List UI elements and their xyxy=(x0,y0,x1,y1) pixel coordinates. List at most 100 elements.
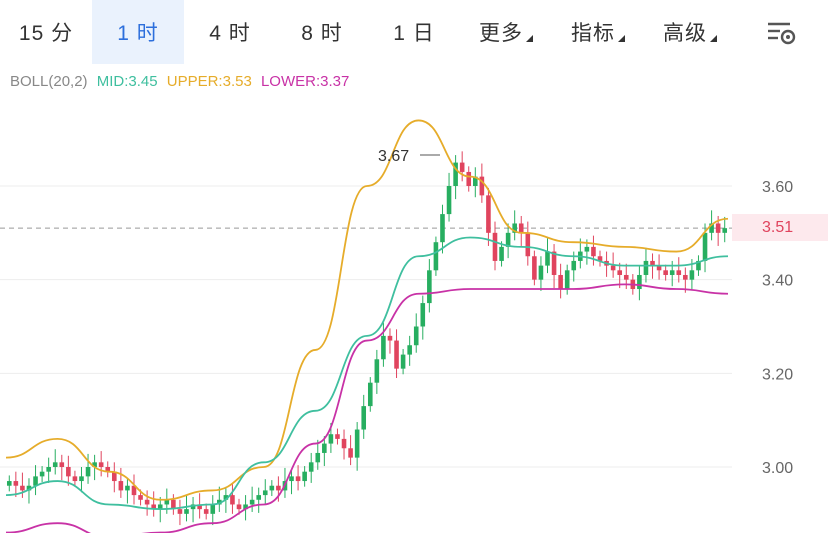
candle-down xyxy=(138,495,143,500)
candle-up xyxy=(262,490,268,496)
candle-up xyxy=(512,223,517,233)
candle-up xyxy=(79,476,84,482)
candle-down xyxy=(617,270,622,275)
candle-down xyxy=(236,504,242,510)
candles xyxy=(6,151,728,526)
candle-down xyxy=(98,462,104,467)
candle-up xyxy=(328,434,334,444)
candle-up xyxy=(440,214,445,243)
candle-up xyxy=(505,232,511,247)
candle-up xyxy=(6,481,12,486)
candle-down xyxy=(518,223,524,233)
candle-up xyxy=(210,504,216,514)
candle-down xyxy=(105,467,111,472)
candle-down xyxy=(341,438,347,449)
candle-up xyxy=(669,270,675,275)
candle-down xyxy=(144,499,150,505)
candle-up xyxy=(367,382,373,407)
chart-settings-icon[interactable] xyxy=(764,16,798,48)
candle-up xyxy=(256,495,261,500)
candle-up xyxy=(413,326,419,346)
candle-down xyxy=(197,504,202,510)
candle-up xyxy=(545,251,550,266)
tab-4h[interactable]: 4 时 xyxy=(209,22,251,45)
candle-down xyxy=(295,476,301,482)
candle-up xyxy=(39,471,45,477)
candle-down xyxy=(486,195,491,233)
candle-up xyxy=(381,335,386,360)
candle-down xyxy=(492,232,498,261)
candle-up xyxy=(184,509,189,514)
candle-down xyxy=(131,485,137,496)
candle-down xyxy=(459,162,465,172)
tab-indicator[interactable]: 指标 xyxy=(552,0,644,64)
tab-more[interactable]: 更多 xyxy=(460,0,552,64)
candle-down xyxy=(177,509,183,514)
tab-8h[interactable]: 8 时 xyxy=(301,22,343,45)
candle-up xyxy=(722,228,728,233)
upper-band-line xyxy=(5,119,729,501)
boll-upper-value: UPPER:3.53 xyxy=(166,73,252,90)
candle-up xyxy=(190,504,196,510)
candle-up xyxy=(564,270,570,290)
dropdown-triangle-icon xyxy=(710,34,717,42)
candle-up xyxy=(125,485,130,491)
tab-15m[interactable]: 15 分 xyxy=(18,22,74,45)
candle-down xyxy=(610,265,616,271)
max-price-label: 3.67 xyxy=(378,148,409,165)
candle-up xyxy=(289,476,294,482)
y-tick-label: 3.00 xyxy=(762,460,793,477)
candle-up xyxy=(243,504,248,510)
candle-up xyxy=(269,485,275,491)
y-axis-ticks: 3.00 3.20 3.40 3.60 xyxy=(762,179,793,477)
tab-1h[interactable]: 1 时 xyxy=(92,0,184,64)
candle-up xyxy=(249,499,255,505)
candle-up xyxy=(400,354,406,369)
candle-up xyxy=(223,495,229,500)
candle-down xyxy=(676,270,682,275)
candle-down xyxy=(72,476,78,482)
candle-down xyxy=(112,471,117,482)
candle-down xyxy=(591,246,596,257)
candle-down xyxy=(650,260,655,266)
y-tick-label: 3.40 xyxy=(762,273,793,290)
candle-up xyxy=(689,270,695,280)
tab-1d[interactable]: 1 日 xyxy=(393,22,435,45)
tab-advanced[interactable]: 高级 xyxy=(644,0,736,64)
tab-indicator-label: 指标 xyxy=(571,22,615,45)
candle-up xyxy=(322,443,327,453)
timeframe-tabs: 15 分 1 时 4 时 8 时 1 日 更多 指标 高级 xyxy=(0,0,828,64)
tab-advanced-label: 高级 xyxy=(663,22,707,45)
candle-down xyxy=(525,232,531,257)
candle-up xyxy=(302,471,307,482)
candle-up xyxy=(453,162,458,186)
candle-down xyxy=(203,509,209,514)
candle-down xyxy=(663,270,668,275)
candle-down xyxy=(348,448,353,458)
mid-band-line xyxy=(5,236,729,511)
candle-down xyxy=(59,462,65,467)
candle-down xyxy=(532,256,537,280)
candle-down xyxy=(335,434,340,439)
candle-up xyxy=(637,274,642,290)
candle-up xyxy=(473,176,478,186)
candle-down xyxy=(597,256,603,261)
candle-up xyxy=(92,462,97,467)
candle-up xyxy=(702,232,708,261)
candle-up xyxy=(407,345,412,355)
candle-up xyxy=(584,246,590,252)
candle-up xyxy=(354,429,360,458)
candle-down xyxy=(20,485,25,491)
candle-down xyxy=(66,467,71,477)
lower-band-line xyxy=(5,283,729,533)
candle-up xyxy=(157,504,163,510)
dropdown-triangle-icon xyxy=(618,34,625,42)
candle-up xyxy=(696,260,701,271)
candle-down xyxy=(230,495,235,505)
candle-up xyxy=(420,303,426,327)
candle-up xyxy=(643,260,649,275)
candle-up xyxy=(85,467,91,477)
boll-lower-value: LOWER:3.37 xyxy=(260,73,350,90)
candle-up xyxy=(433,242,439,271)
